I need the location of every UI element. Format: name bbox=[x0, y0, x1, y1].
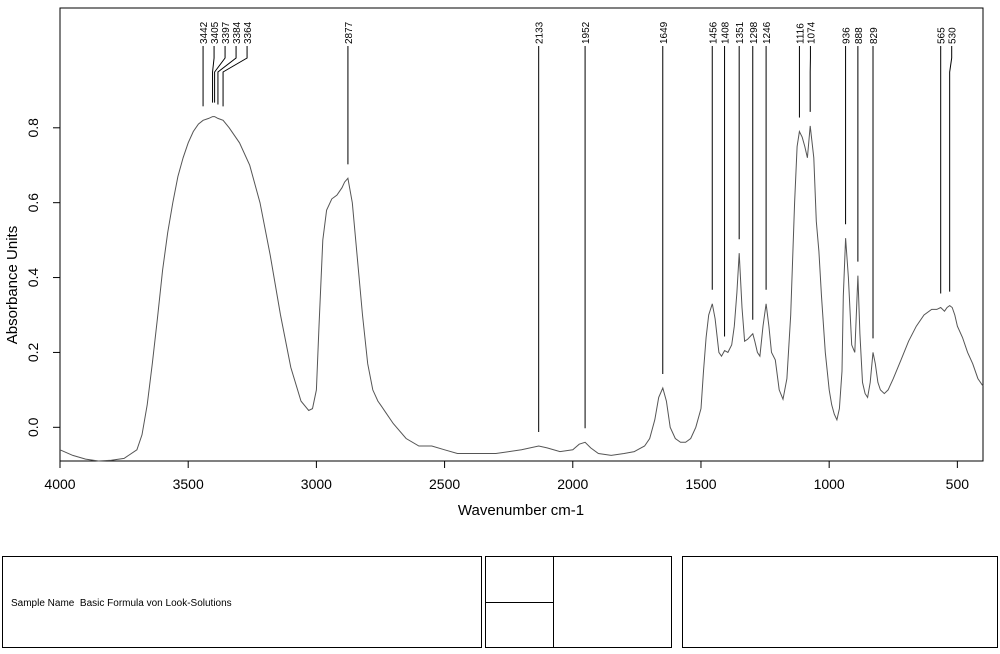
peak-marker-line bbox=[949, 46, 953, 292]
x-axis-label: Wavenumber cm-1 bbox=[458, 502, 584, 519]
peak-label: 1952 bbox=[581, 21, 592, 44]
peak-annotations: 3442 3405 3397 3384 3364 2877 2133 1952 1649 1456… bbox=[199, 21, 959, 433]
peak-label: 1649 bbox=[659, 21, 670, 44]
sample-name-label: Sample Name bbox=[11, 598, 75, 609]
peak-label: 2133 bbox=[535, 21, 546, 44]
x-tick-label: 1500 bbox=[685, 476, 716, 492]
peak-label: 3384 bbox=[232, 21, 243, 44]
peak-marker-line bbox=[217, 46, 237, 105]
peak-label: 1116 bbox=[795, 23, 806, 44]
peak-label: 3364 bbox=[243, 21, 254, 44]
x-tick-label: 1000 bbox=[814, 476, 845, 492]
ir-spectrum-chart: 3442 3405 3397 3384 3364 2877 2133 1952 1649 1456… bbox=[4, 7, 984, 519]
info-box-middle bbox=[553, 556, 672, 648]
peak-label: 1298 bbox=[749, 21, 760, 44]
peak-label: 565 bbox=[937, 27, 948, 44]
info-box-small-left bbox=[485, 556, 554, 648]
peak-label: 530 bbox=[948, 27, 959, 44]
plot-frame bbox=[59, 7, 984, 462]
y-axis-label: Absorbance Units bbox=[4, 226, 21, 344]
peak-label: 1246 bbox=[762, 21, 773, 44]
peak-marker-line bbox=[212, 46, 215, 103]
peak-marker-line bbox=[222, 46, 248, 107]
peak-label: 1408 bbox=[721, 21, 732, 44]
peak-label: 3397 bbox=[221, 21, 232, 44]
peak-label: 3442 bbox=[199, 21, 210, 44]
sample-name-value: Basic Formula von Look-Solutions bbox=[79, 598, 232, 609]
info-box-right bbox=[682, 556, 998, 648]
x-tick-label: 4000 bbox=[44, 476, 75, 492]
y-tick-label: 0.8 bbox=[25, 118, 41, 138]
peak-label: 2877 bbox=[344, 21, 355, 44]
info-box-divider bbox=[486, 602, 553, 603]
peak-label: 3405 bbox=[210, 21, 221, 44]
peak-label: 829 bbox=[869, 27, 880, 44]
x-tick-label: 500 bbox=[946, 476, 970, 492]
y-tick-label: 0.6 bbox=[25, 193, 41, 213]
peak-label: 888 bbox=[854, 27, 865, 44]
spectrum-line bbox=[59, 116, 984, 462]
y-axis: 0.0 0.2 0.4 0.6 0.8 bbox=[25, 118, 60, 437]
peak-label: 1351 bbox=[735, 21, 746, 44]
x-tick-label: 2000 bbox=[557, 476, 588, 492]
y-tick-label: 0.4 bbox=[25, 268, 41, 288]
peak-label: 1456 bbox=[708, 21, 719, 44]
peak-label: 1074 bbox=[806, 21, 817, 44]
x-axis: 4000 3500 3000 2500 2000 1500 1000 500 bbox=[44, 461, 969, 492]
x-tick-label: 3000 bbox=[301, 476, 332, 492]
y-tick-label: 0.0 bbox=[25, 417, 41, 437]
sample-info-box: Sample Name Basic Formula von Look-Solut… bbox=[2, 556, 482, 648]
peak-label: 936 bbox=[842, 27, 853, 44]
peak-marker-line bbox=[214, 46, 226, 103]
x-tick-label: 3500 bbox=[173, 476, 204, 492]
y-tick-label: 0.2 bbox=[25, 342, 41, 362]
x-tick-label: 2500 bbox=[429, 476, 460, 492]
